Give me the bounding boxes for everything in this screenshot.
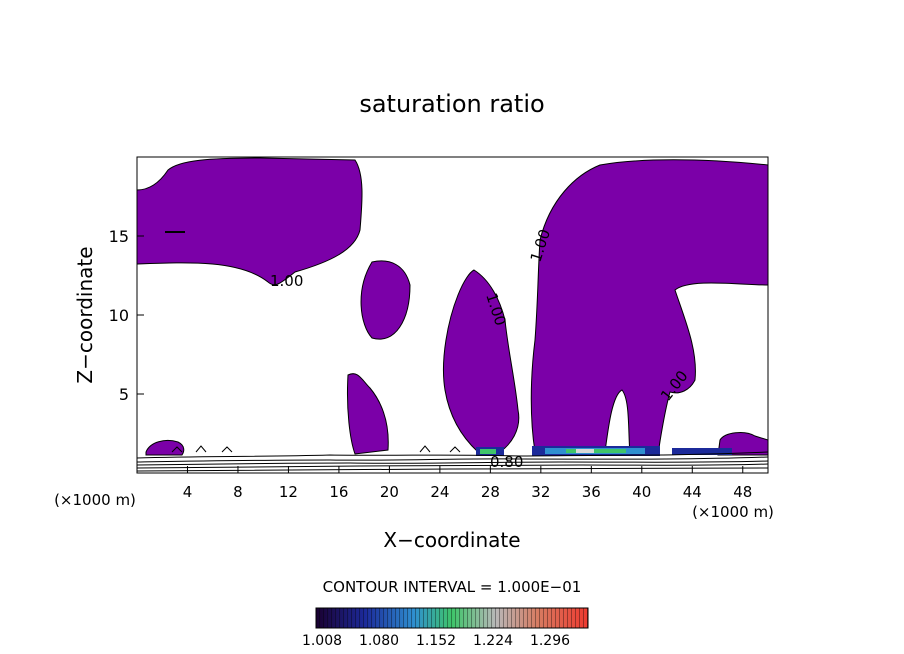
- cloud-region-upper-right: [530, 159, 768, 456]
- colorbar: [315, 607, 589, 629]
- x-tick-label: 24: [430, 483, 449, 501]
- x-tick-label: 20: [380, 483, 399, 501]
- y-tick-label: 5: [119, 385, 129, 404]
- y-axis-ticks: 5 10 15: [109, 227, 144, 404]
- x-axis-ticks: 4 8 12 16 20 24 28 32 36 40 44 48: [183, 466, 752, 501]
- cloud-region-left-low: [145, 439, 185, 456]
- x-tick-label: 12: [279, 483, 298, 501]
- y-tick-label: 10: [109, 306, 129, 325]
- colorbar-tick-label: 1.080: [359, 633, 399, 649]
- plot-area: 1.00 1.00 1.00 1.00 0.80: [137, 157, 768, 473]
- chart-title: saturation ratio: [359, 90, 544, 118]
- y-axis-label: Z−coordinate: [73, 246, 97, 383]
- cloud-region-x19: [347, 373, 389, 455]
- x-tick-label: 44: [683, 483, 702, 501]
- supersaturated-regions: [137, 157, 768, 456]
- x-tick-label: 16: [329, 483, 348, 501]
- x-axis-label: X−coordinate: [383, 528, 520, 552]
- colorbar-tick-label: 1.008: [302, 633, 342, 649]
- x-tick-label: 40: [632, 483, 651, 501]
- x-tick-label: 28: [481, 483, 500, 501]
- y-tick-label: 15: [109, 227, 129, 246]
- x-unit-left: (×1000 m): [54, 491, 136, 509]
- colorbar-tick-labels: 1.008 1.080 1.152 1.224 1.296: [302, 633, 570, 649]
- surface-contours: [137, 445, 768, 472]
- cloud-region-upper-left: [137, 157, 363, 286]
- x-tick-label: 48: [733, 483, 752, 501]
- contour-label: 1.00: [270, 272, 303, 290]
- x-tick-label: 4: [183, 483, 193, 501]
- colorbar-tick-label: 1.296: [530, 633, 570, 649]
- contour-label: 0.80: [490, 453, 523, 471]
- colorbar-tick-label: 1.152: [416, 633, 456, 649]
- x-tick-label: 32: [531, 483, 550, 501]
- near-surface-band: [476, 446, 732, 456]
- x-unit-right: (×1000 m): [692, 503, 774, 521]
- colorbar-tick-label: 1.224: [473, 633, 513, 649]
- x-tick-label: 36: [582, 483, 601, 501]
- cloud-region-x18: [360, 260, 411, 340]
- x-tick-label: 8: [233, 483, 243, 501]
- contour-interval-text: CONTOUR INTERVAL = 1.000E−01: [323, 578, 582, 596]
